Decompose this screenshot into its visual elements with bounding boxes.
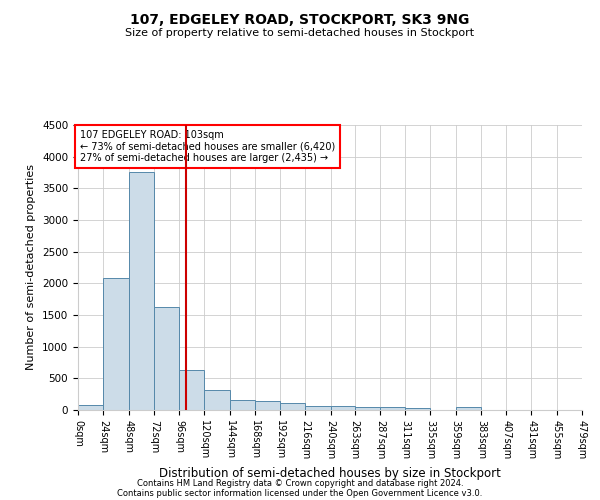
Text: Contains public sector information licensed under the Open Government Licence v3: Contains public sector information licen…	[118, 488, 482, 498]
Bar	[78, 404, 103, 410]
Bar	[255, 401, 280, 410]
Y-axis label: Number of semi-detached properties: Number of semi-detached properties	[26, 164, 37, 370]
Text: Contains HM Land Registry data © Crown copyright and database right 2024.: Contains HM Land Registry data © Crown c…	[137, 478, 463, 488]
Bar	[355, 407, 380, 410]
Bar	[456, 406, 481, 410]
X-axis label: Distribution of semi-detached houses by size in Stockport: Distribution of semi-detached houses by …	[159, 468, 501, 480]
Bar	[305, 406, 331, 410]
Bar	[331, 406, 355, 410]
Text: Size of property relative to semi-detached houses in Stockport: Size of property relative to semi-detach…	[125, 28, 475, 38]
Bar	[179, 370, 204, 410]
Bar	[280, 404, 305, 410]
Bar	[230, 400, 255, 410]
Bar	[405, 408, 430, 410]
Bar	[103, 278, 128, 410]
Text: 107 EDGELEY ROAD: 103sqm
← 73% of semi-detached houses are smaller (6,420)
27% o: 107 EDGELEY ROAD: 103sqm ← 73% of semi-d…	[80, 130, 335, 164]
Bar	[380, 408, 405, 410]
Bar	[128, 172, 154, 410]
Bar	[204, 390, 230, 410]
Bar	[154, 308, 179, 410]
Text: 107, EDGELEY ROAD, STOCKPORT, SK3 9NG: 107, EDGELEY ROAD, STOCKPORT, SK3 9NG	[130, 12, 470, 26]
